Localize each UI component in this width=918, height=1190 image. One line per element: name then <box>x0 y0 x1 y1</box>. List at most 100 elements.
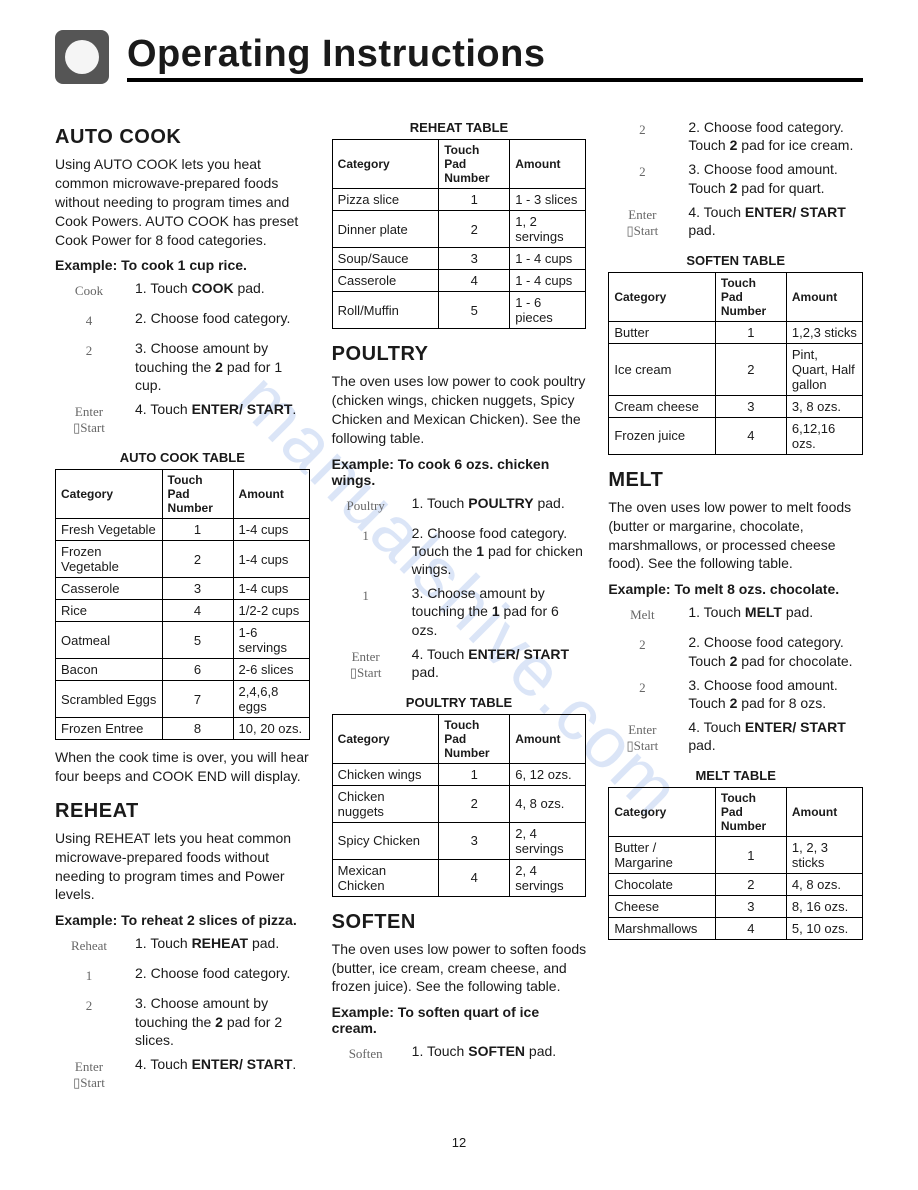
soften-heading: SOFTEN <box>332 911 587 934</box>
step-pad-label: 2 <box>608 676 676 700</box>
reheat-example-label: Example: To reheat 2 slices of pizza. <box>55 912 310 928</box>
table-cell: Cheese <box>609 896 716 918</box>
table-row: Mexican Chicken42, 4 servings <box>332 859 586 896</box>
step-text: 3. Choose food amount. Touch 2 pad for 8… <box>688 676 863 712</box>
step-row: Poultry1. Touch POULTRY pad. <box>332 494 587 518</box>
table-cell: Pizza slice <box>332 189 439 211</box>
table-header: Touch Pad Number <box>439 714 510 763</box>
soften-example-label: Example: To soften quart of ice cream. <box>332 1004 587 1036</box>
step-text: 3. Choose food amount. Touch 2 pad for q… <box>688 160 863 196</box>
step-text: 4. Touch ENTER/ START pad. <box>688 718 863 754</box>
step-text: 3. Choose amount by touching the 2 pad f… <box>135 339 310 394</box>
table-cell: 5 <box>439 292 510 329</box>
table-cell: Roll/Muffin <box>332 292 439 329</box>
step-pad-label: 4 <box>55 309 123 333</box>
melt-example-label: Example: To melt 8 ozs. chocolate. <box>608 581 863 597</box>
step-pad-label: Reheat <box>55 934 123 958</box>
soften-steps-b: 22. Choose food category. Touch 2 pad fo… <box>608 118 863 243</box>
step-text: 1. Touch SOFTEN pad. <box>412 1042 587 1060</box>
step-text: 4. Touch ENTER/ START pad. <box>688 203 863 239</box>
step-pad-label: 1 <box>55 964 123 988</box>
table-cell: 8 <box>162 718 233 740</box>
lightbulb-icon <box>65 40 99 74</box>
table-row: Pizza slice11 - 3 slices <box>332 189 586 211</box>
reheat-table-title: REHEAT TABLE <box>332 120 587 135</box>
step-pad-label: 1 <box>332 584 400 608</box>
table-row: Soup/Sauce31 - 4 cups <box>332 248 586 270</box>
table-cell: Pint, Quart, Half gallon <box>786 343 862 395</box>
page-number: 12 <box>55 1135 863 1150</box>
table-cell: 1-6 servings <box>233 622 309 659</box>
step-text: 1. Touch MELT pad. <box>688 603 863 621</box>
table-cell: 1 <box>162 519 233 541</box>
table-cell: 2-6 slices <box>233 659 309 681</box>
step-text: 4. Touch ENTER/ START pad. <box>412 645 587 681</box>
soften-intro: The oven uses low power to soften foods … <box>332 940 587 997</box>
table-row: Chicken wings16, 12 ozs. <box>332 763 586 785</box>
table-row: Frozen Entree810, 20 ozs. <box>56 718 310 740</box>
step-text: 1. Touch POULTRY pad. <box>412 494 587 512</box>
auto-cook-table-title: AUTO COOK TABLE <box>55 450 310 465</box>
table-header: Category <box>609 272 716 321</box>
table-header: Touch Pad Number <box>715 272 786 321</box>
header-icon <box>55 30 109 84</box>
step-row: Enter ▯Start 4. Touch ENTER/ START pad. <box>332 645 587 685</box>
step-row: Reheat1. Touch REHEAT pad. <box>55 934 310 958</box>
step-row: 22. Choose food category. Touch 2 pad fo… <box>608 118 863 154</box>
step-row: 23. Choose amount by touching the 2 pad … <box>55 339 310 394</box>
step-text: 2. Choose food category. Touch the 1 pad… <box>412 524 587 579</box>
step-row: 1 2. Choose food category. Touch the 1 pa… <box>332 524 587 579</box>
table-cell: 8, 16 ozs. <box>786 896 862 918</box>
step-text: 2. Choose food category. <box>135 964 310 982</box>
step-pad-label: 1 <box>332 524 400 548</box>
table-cell: Oatmeal <box>56 622 163 659</box>
step-row: Cook1. Touch COOK pad. <box>55 279 310 303</box>
step-row: 23. Choose food amount. Touch 2 pad for … <box>608 160 863 196</box>
table-cell: Ice cream <box>609 343 716 395</box>
table-row: Fresh Vegetable11-4 cups <box>56 519 310 541</box>
step-pad-label: Enter ▯Start <box>332 645 400 685</box>
table-cell: Chocolate <box>609 874 716 896</box>
table-cell: 2 <box>715 343 786 395</box>
table-header: Category <box>609 788 716 837</box>
table-cell: 1 <box>439 189 510 211</box>
table-cell: Fresh Vegetable <box>56 519 163 541</box>
table-cell: 2,4,6,8 eggs <box>233 681 309 718</box>
table-row: Oatmeal51-6 servings <box>56 622 310 659</box>
auto-cook-heading: AUTO COOK <box>55 126 310 149</box>
table-cell: 3 <box>162 578 233 600</box>
step-text: 4. Touch ENTER/ START. <box>135 1055 310 1073</box>
table-cell: Cream cheese <box>609 395 716 417</box>
step-row: Enter ▯Start 4. Touch ENTER/ START pad. <box>608 203 863 243</box>
melt-table-title: MELT TABLE <box>608 768 863 783</box>
page-header: Operating Instructions <box>55 30 863 84</box>
table-cell: 1 - 6 pieces <box>510 292 586 329</box>
table-cell: 1, 2 servings <box>510 211 586 248</box>
step-row: Enter ▯Start4. Touch ENTER/ START. <box>55 1055 310 1095</box>
step-text: 2. Choose food category. Touch 2 pad for… <box>688 633 863 669</box>
table-cell: 4 <box>439 270 510 292</box>
table-cell: 4 <box>715 417 786 454</box>
table-cell: 1,2,3 sticks <box>786 321 862 343</box>
soften-steps-a: Soften1. Touch SOFTEN pad. <box>332 1042 587 1066</box>
poultry-intro: The oven uses low power to cook poultry … <box>332 372 587 448</box>
table-cell: 1 - 3 slices <box>510 189 586 211</box>
table-cell: 1 <box>439 763 510 785</box>
melt-table: CategoryTouch Pad NumberAmountButter / M… <box>608 787 863 940</box>
table-cell: Frozen Vegetable <box>56 541 163 578</box>
table-row: Chicken nuggets24, 8 ozs. <box>332 785 586 822</box>
step-text: 3. Choose amount by touching the 1 pad f… <box>412 584 587 639</box>
table-cell: 3 <box>715 896 786 918</box>
table-cell: 7 <box>162 681 233 718</box>
table-cell: 2, 4 servings <box>510 859 586 896</box>
step-text: 1. Touch COOK pad. <box>135 279 310 297</box>
step-pad-label: Enter ▯Start <box>608 203 676 243</box>
step-pad-label: Melt <box>608 603 676 627</box>
table-row: Marshmallows45, 10 ozs. <box>609 918 863 940</box>
table-cell: 4 <box>439 859 510 896</box>
table-cell: 2 <box>162 541 233 578</box>
step-row: 2 3. Choose food amount. Touch 2 pad for … <box>608 676 863 712</box>
table-cell: 5 <box>162 622 233 659</box>
table-row: Chocolate24, 8 ozs. <box>609 874 863 896</box>
table-cell: Butter <box>609 321 716 343</box>
